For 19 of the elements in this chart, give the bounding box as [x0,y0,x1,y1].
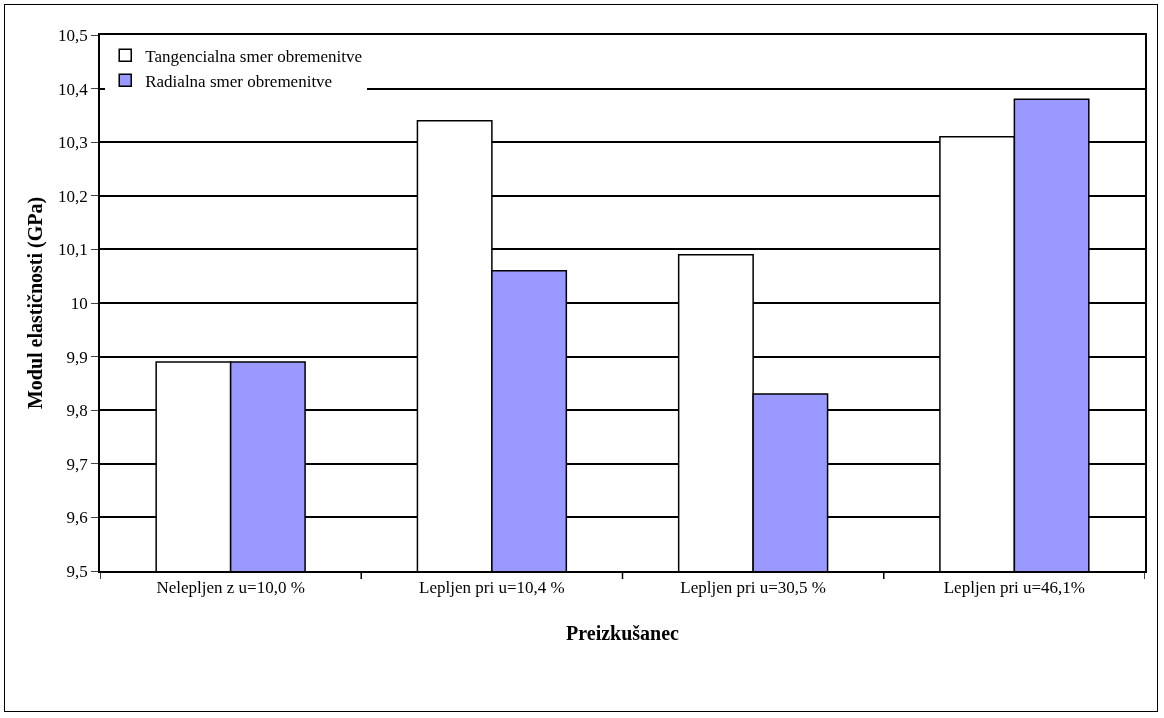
x-tick-label: Lepljen pri u=10,4 % [419,578,565,598]
y-tick-label: 10,2 [58,186,88,206]
x-tick-label: Lepljen pri u=46,1% [943,578,1086,598]
legend-label: Tangencialna smer obremenitve [145,46,363,66]
y-axis-title: Modul elastičnosti (GPa) [24,196,48,410]
y-tick-label: 10,5 [58,25,88,45]
y-tick-label: 9,9 [66,347,88,367]
y-tick-label: 9,7 [66,454,89,474]
x-tick-label: Nelepljen z u=10,0 % [156,578,305,598]
y-tick-label: 10 [70,293,88,313]
y-tick-label: 10,3 [58,133,88,153]
y-tick-label: 10,4 [58,79,89,99]
y-tick-label: 9,6 [66,508,88,528]
x-axis-title: Preizkušanec [566,622,680,645]
y-tick-label: 9,5 [66,561,88,581]
legend-label: Radialna smer obremenitve [145,71,333,91]
x-tick-label: Lepljen pri u=30,5 % [680,578,826,598]
y-tick-label: 10,1 [58,240,88,260]
y-tick-label: 9,8 [66,401,88,421]
